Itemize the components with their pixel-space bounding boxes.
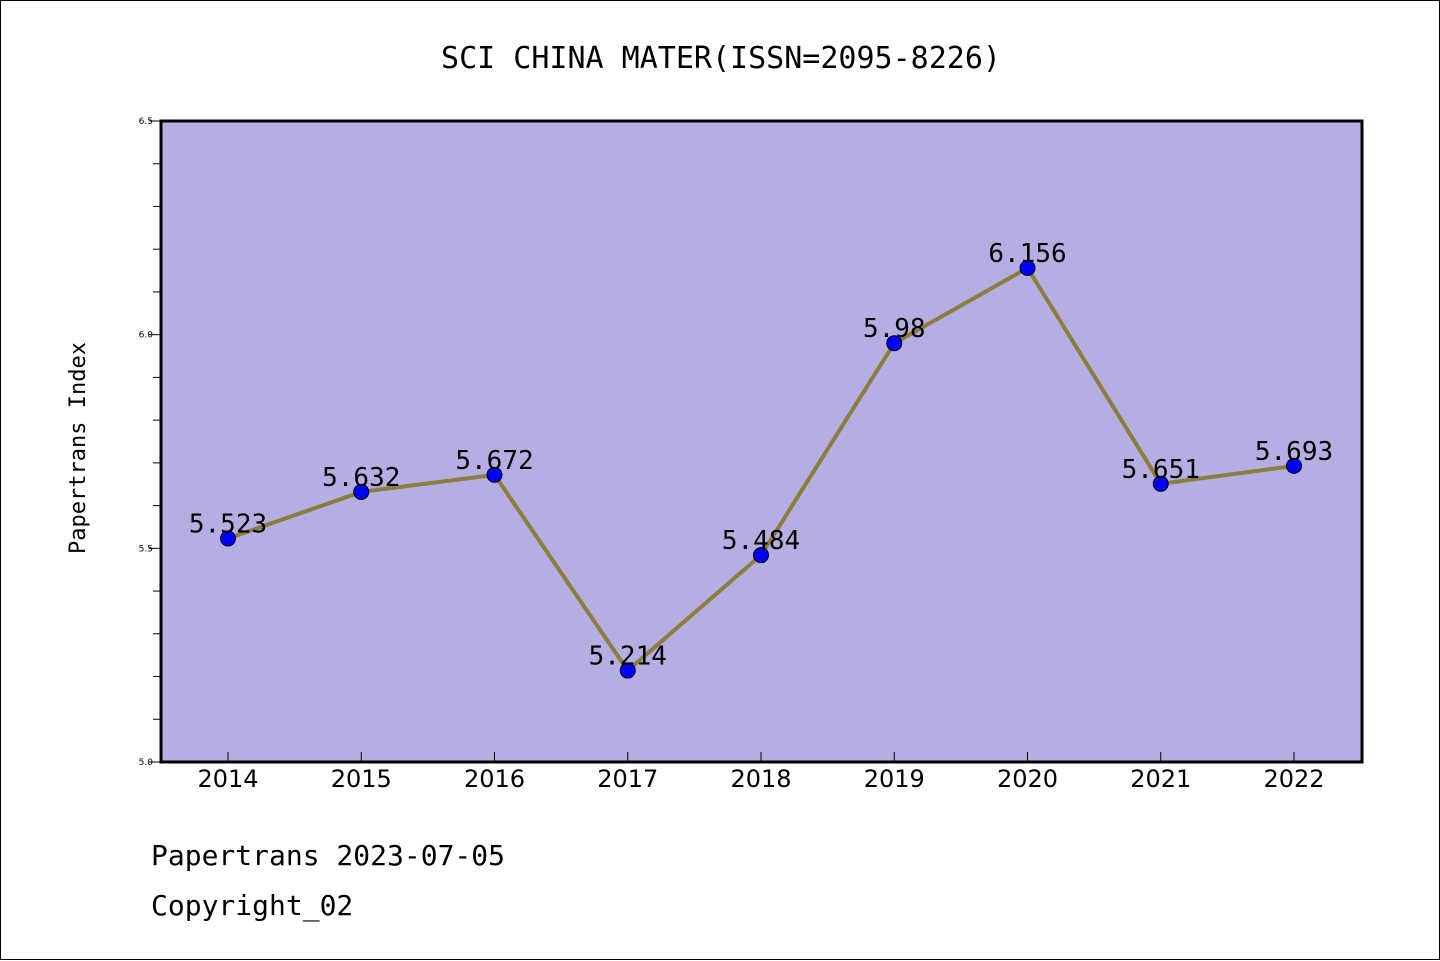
data-label: 5.632 [322, 463, 400, 493]
x-tick-label: 2022 [1263, 765, 1324, 793]
footer-date: Papertrans 2023-07-05 [151, 839, 505, 872]
y-tick-label: 5.5 [139, 544, 153, 554]
data-point [353, 483, 370, 500]
y-tick-label: 5.0 [139, 758, 154, 768]
plot-area [161, 121, 1362, 762]
chart-title: SCI CHINA MATER(ISSN=2095-8226) [441, 41, 1001, 76]
series-markers [220, 260, 1302, 679]
data-point [1152, 475, 1169, 492]
x-tick-label: 2020 [997, 765, 1058, 793]
y-axis-label: Papertrans Index [66, 342, 91, 554]
data-label: 5.214 [589, 642, 667, 672]
x-axis: 2014 2015 2016 2017 2018 2019 2020 2021 2022 [197, 752, 1325, 793]
y-tick-label: 6.0 [139, 331, 154, 341]
x-tick-label: 2015 [331, 765, 392, 793]
y-tick-label: 6.5 [139, 117, 153, 127]
plot-border [159, 119, 1364, 764]
data-point [1019, 260, 1036, 277]
data-point [486, 466, 503, 483]
data-point [1286, 457, 1302, 474]
x-tick-label: 2019 [864, 765, 925, 793]
data-label: 5.98 [863, 314, 926, 344]
footer-copyright: Copyright_02 [151, 889, 353, 923]
data-label: 5.693 [1255, 437, 1333, 467]
data-point [753, 547, 769, 564]
data-point [619, 662, 636, 679]
x-tick-label: 2021 [1130, 765, 1191, 793]
y-axis: 5.0 5.5 6.0 6.5 [139, 117, 161, 768]
x-tick-label: 2016 [464, 765, 525, 793]
data-label: 6.156 [988, 239, 1066, 269]
x-tick-label: 2017 [597, 765, 658, 793]
data-label: 5.523 [189, 510, 267, 540]
data-point [886, 335, 903, 352]
data-point [220, 530, 236, 547]
x-tick-label: 2014 [197, 765, 258, 793]
x-tick-label: 2018 [730, 765, 791, 793]
data-label: 5.672 [455, 446, 533, 476]
data-label: 5.651 [1122, 455, 1200, 485]
data-label: 5.484 [722, 526, 800, 556]
data-labels: 5.523 5.632 5.672 5.214 5.484 5.98 6.156 5.651 5… [189, 239, 1333, 672]
